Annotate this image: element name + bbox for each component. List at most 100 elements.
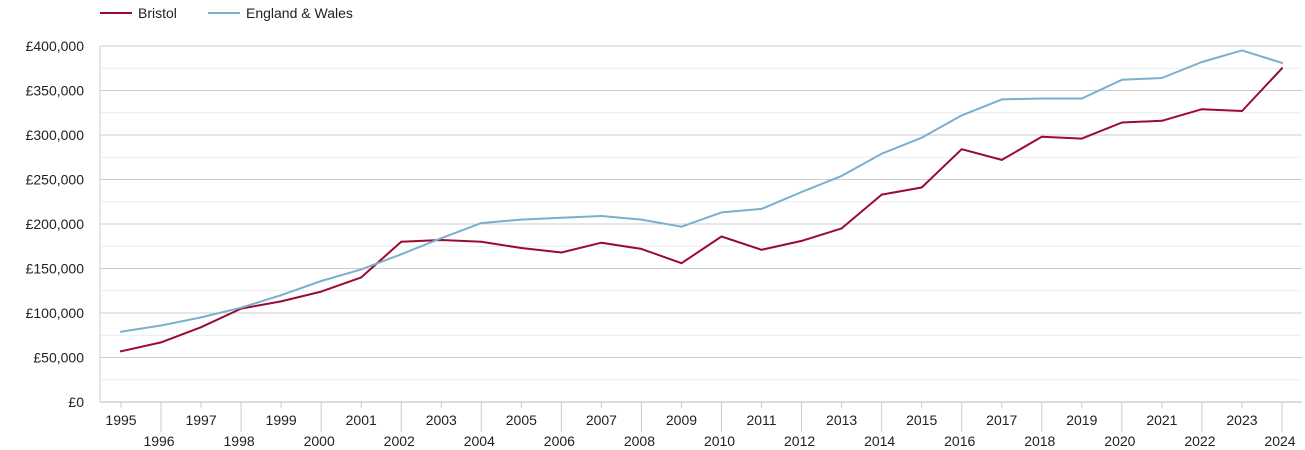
y-tick-label: £300,000 <box>26 127 85 143</box>
data-point <box>400 253 403 256</box>
x-tick-label: 2021 <box>1146 412 1177 428</box>
data-point <box>1200 61 1203 64</box>
data-point <box>320 290 323 293</box>
data-point <box>520 247 523 250</box>
legend-label: Bristol <box>138 5 177 21</box>
x-tick-label: 2002 <box>384 433 415 449</box>
data-point <box>360 276 363 279</box>
data-point <box>120 330 122 333</box>
x-tick-label: 2010 <box>704 433 735 449</box>
y-tick-label: £250,000 <box>26 172 85 188</box>
data-point <box>640 247 643 250</box>
data-point <box>960 114 963 117</box>
x-tick-label: 2016 <box>944 433 975 449</box>
y-tick-label: £100,000 <box>26 305 85 321</box>
x-tick-label: 2011 <box>746 412 776 428</box>
data-point <box>120 350 122 353</box>
data-point <box>840 227 843 230</box>
data-point <box>1281 67 1283 70</box>
data-point <box>1160 77 1163 80</box>
x-tick-label: 2022 <box>1184 433 1215 449</box>
legend-label: England & Wales <box>246 5 353 21</box>
data-point <box>1200 108 1203 111</box>
x-axis: 1995 1996 1997 1998 1999 2000 2001 2002 2003 2004… <box>105 402 1296 449</box>
x-tick-label: 2015 <box>906 412 937 428</box>
data-point <box>1080 97 1083 100</box>
data-point <box>680 262 683 265</box>
data-point <box>600 241 603 244</box>
x-tick-label: 1999 <box>266 412 297 428</box>
data-point <box>1120 121 1123 124</box>
x-tick-label: 2023 <box>1226 412 1257 428</box>
data-point <box>240 306 243 309</box>
y-tick-label: £150,000 <box>26 261 85 277</box>
data-point <box>1120 78 1123 81</box>
data-point <box>1040 135 1043 138</box>
x-tick-label: 2013 <box>826 412 857 428</box>
y-tick-label: £400,000 <box>26 38 85 54</box>
x-tick-label: 2012 <box>784 433 815 449</box>
x-tick-label: 1995 <box>105 412 136 428</box>
x-tick-label: 2004 <box>464 433 495 449</box>
data-point <box>320 279 323 282</box>
x-tick-label: 2020 <box>1104 433 1135 449</box>
legend: Bristol England & Wales <box>100 5 353 21</box>
series-line-1 <box>120 49 1283 333</box>
data-point <box>560 216 563 219</box>
data-point <box>680 225 683 228</box>
x-tick-label: 1998 <box>224 433 255 449</box>
data-point <box>400 240 403 243</box>
y-tick-label: £350,000 <box>26 83 85 99</box>
data-point <box>960 148 963 151</box>
data-point <box>760 207 763 210</box>
x-tick-label: 2007 <box>586 412 617 428</box>
x-tick-label: 2009 <box>666 412 697 428</box>
x-tick-label: 2019 <box>1066 412 1097 428</box>
data-point <box>920 136 923 139</box>
grid <box>100 45 1302 403</box>
data-point <box>880 193 883 196</box>
data-point <box>480 222 483 225</box>
data-point <box>640 218 643 221</box>
data-point <box>1080 137 1083 140</box>
x-tick-label: 2017 <box>986 412 1017 428</box>
y-tick-label: £50,000 <box>33 350 84 366</box>
x-tick-label: 2001 <box>346 412 377 428</box>
x-tick-label: 2005 <box>506 412 537 428</box>
x-tick-label: 2000 <box>304 433 335 449</box>
data-point <box>520 218 523 221</box>
data-point <box>280 300 283 303</box>
series-line-0 <box>120 67 1283 353</box>
data-point <box>1160 119 1163 122</box>
data-point <box>840 174 843 177</box>
data-point <box>480 240 483 243</box>
data-point <box>440 239 443 242</box>
data-point <box>1000 98 1003 101</box>
data-point <box>160 341 163 344</box>
data-point <box>1240 109 1243 112</box>
data-point <box>880 152 883 155</box>
x-tick-label: 2008 <box>624 433 655 449</box>
data-point <box>200 316 203 319</box>
x-tick-label: 2014 <box>864 433 895 449</box>
x-tick-label: 2024 <box>1264 433 1295 449</box>
data-point <box>600 214 603 217</box>
data-point <box>160 324 163 327</box>
data-point <box>560 251 563 254</box>
data-point <box>1000 158 1003 161</box>
data-point <box>720 235 723 238</box>
data-point <box>720 211 723 214</box>
y-tick-label: £200,000 <box>26 216 85 232</box>
series-group <box>120 49 1283 353</box>
data-point <box>800 190 803 193</box>
x-tick-label: 2018 <box>1024 433 1055 449</box>
x-tick-label: 1997 <box>185 412 216 428</box>
y-axis: £0 £50,000 £100,000 £150,000 £200,000 £250,00… <box>26 38 101 410</box>
x-tick-label: 2006 <box>544 433 575 449</box>
data-point <box>1281 61 1283 64</box>
data-point <box>280 294 283 297</box>
x-tick-label: 2003 <box>426 412 457 428</box>
data-point <box>760 248 763 251</box>
data-point <box>920 186 923 189</box>
